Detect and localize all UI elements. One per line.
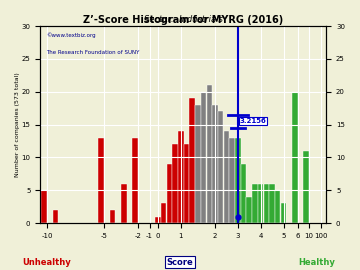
Bar [189,98,195,223]
Bar [132,138,138,223]
Text: The Research Foundation of SUNY: The Research Foundation of SUNY [46,50,139,55]
Bar [229,138,235,223]
Bar [161,203,166,223]
Bar [224,131,229,223]
Bar [235,138,240,223]
Bar [207,85,212,223]
Bar [41,190,47,223]
Bar [184,144,189,223]
Bar [269,184,275,223]
Text: ©www.textbiz.org: ©www.textbiz.org [46,32,95,38]
Bar [241,164,246,223]
Bar [155,217,161,223]
Bar [212,105,218,223]
Bar [275,190,280,223]
Bar [167,164,172,223]
Bar [292,92,298,223]
Bar [303,151,309,223]
Bar [281,203,286,223]
Y-axis label: Number of companies (573 total): Number of companies (573 total) [15,72,20,177]
Bar [172,144,178,223]
Text: Healthy: Healthy [298,258,335,266]
Bar [178,131,184,223]
Text: Sector:  Industrials: Sector: Industrials [144,15,222,24]
Bar [195,105,201,223]
Bar [247,197,252,223]
Bar [53,210,58,223]
Bar [252,184,258,223]
Title: Z’-Score Histogram for MYRG (2016): Z’-Score Histogram for MYRG (2016) [83,15,283,25]
Bar [264,184,269,223]
Text: 3.2156: 3.2156 [240,118,266,124]
Bar [98,138,104,223]
Bar [201,92,206,223]
Bar [218,112,224,223]
Text: Unhealthy: Unhealthy [22,258,71,266]
Bar [121,184,126,223]
Bar [258,184,264,223]
Bar [110,210,115,223]
Text: Score: Score [167,258,193,266]
